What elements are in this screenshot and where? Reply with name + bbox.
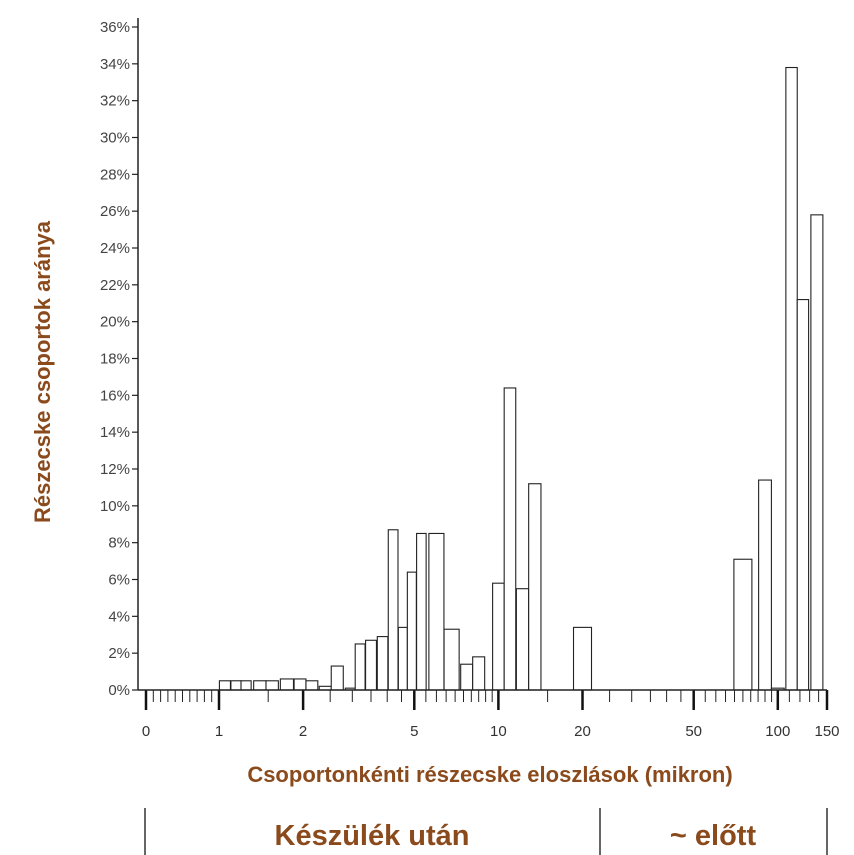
y-tick-label: 2% (108, 645, 130, 662)
bar (253, 680, 267, 691)
bar (365, 639, 377, 691)
bar (330, 665, 344, 691)
y-tick-label: 24% (100, 240, 130, 257)
bar (230, 680, 242, 691)
y-tick-label: 14% (100, 424, 130, 441)
y-tick-label: 0% (108, 682, 130, 699)
bar (443, 628, 460, 691)
y-tick-label: 34% (100, 56, 130, 73)
bar (810, 214, 824, 691)
y-tick-label: 30% (100, 130, 130, 147)
bar (265, 680, 279, 691)
y-tick-label: 20% (100, 314, 130, 331)
bar (528, 483, 542, 691)
x-tick-label: 2 (299, 723, 307, 740)
bar (472, 656, 486, 691)
y-tick-label: 12% (100, 461, 130, 478)
x-tick-label: 20 (574, 723, 591, 740)
y-axis-ticks: 0% 2% 4% 6% 8% 10% 12% 14% 16% 18% 20% 22% 24% 26% 28%… (100, 19, 138, 699)
x-axis-title: Csoportonkénti részecske eloszlások (mik… (247, 762, 732, 787)
bar (796, 299, 810, 691)
bar (572, 626, 593, 691)
y-tick-label: 26% (100, 203, 130, 220)
y-tick-label: 10% (100, 498, 130, 515)
y-tick-label: 8% (108, 535, 130, 552)
bar (503, 387, 517, 691)
bar (293, 678, 307, 691)
bars (218, 66, 824, 691)
y-tick-label: 32% (100, 93, 130, 110)
bar (218, 680, 231, 691)
y-tick-label: 18% (100, 351, 130, 368)
bar (354, 643, 366, 691)
bar (733, 558, 753, 691)
bar (279, 678, 295, 691)
bar (416, 532, 427, 691)
y-tick-label: 16% (100, 387, 130, 404)
footer-left-label: Készülék után (275, 820, 470, 852)
bar (428, 532, 445, 691)
x-tick-label: 100 (765, 723, 790, 740)
x-tick-label: 0 (142, 723, 150, 740)
x-tick-label: 1 (215, 723, 223, 740)
footer-right-label: ~ előtt (670, 820, 757, 852)
y-tick-label: 36% (100, 19, 130, 36)
bar (758, 479, 772, 691)
x-tick-label: 5 (410, 723, 418, 740)
bar (305, 680, 319, 691)
y-axis-title: Részecske csoportok aránya (30, 220, 55, 523)
x-tick-label: 50 (685, 723, 702, 740)
y-tick-label: 6% (108, 572, 130, 589)
bar (460, 663, 474, 691)
bar (785, 66, 798, 691)
bar (515, 588, 530, 691)
x-tick-label: 150 (814, 723, 839, 740)
bar (376, 636, 389, 691)
bar (397, 626, 408, 691)
bar (240, 680, 252, 691)
y-tick-label: 22% (100, 277, 130, 294)
y-tick-label: 4% (108, 608, 130, 625)
footer-legend-box: Készülék után ~ előtt (144, 808, 828, 855)
x-axis-ticks: 0 1 2 5 10 20 50 100 150 (142, 690, 840, 740)
bar (492, 582, 505, 691)
x-tick-label: 10 (490, 723, 507, 740)
bar (387, 529, 399, 691)
y-tick-label: 28% (100, 166, 130, 183)
bar (406, 571, 417, 691)
